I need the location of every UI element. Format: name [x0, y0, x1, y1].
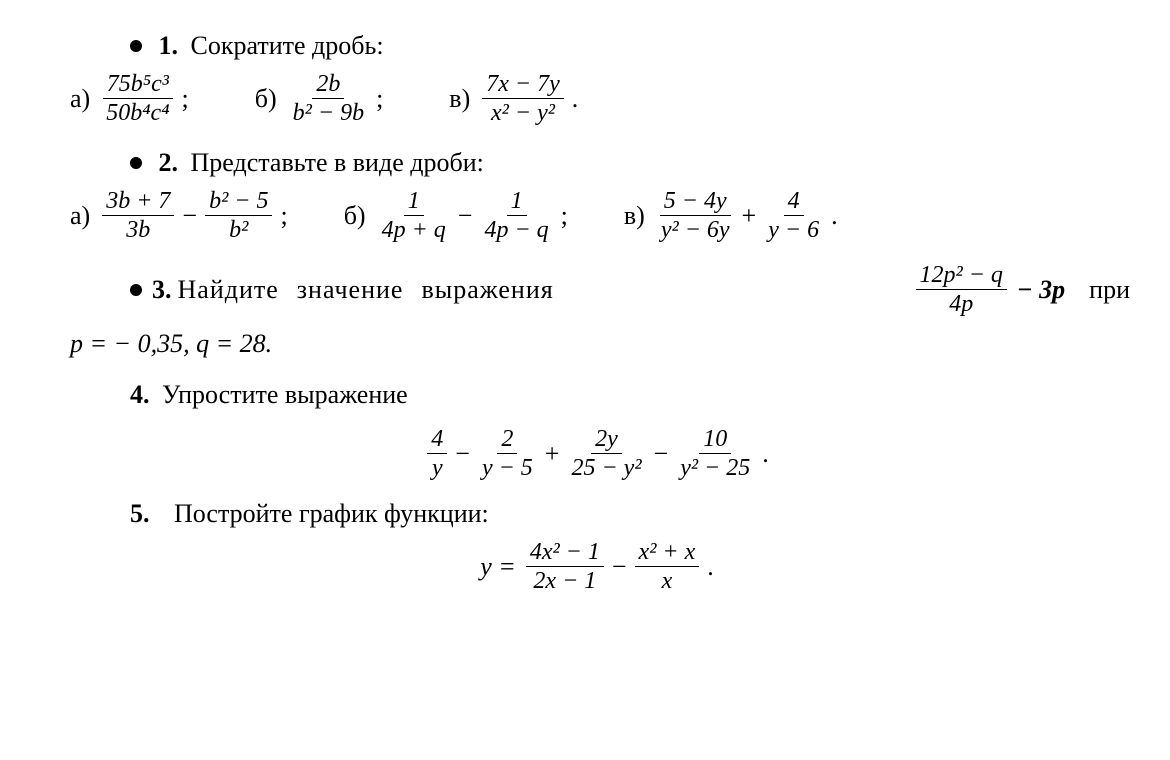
operator: + [545, 436, 560, 471]
problem-number: 5. [130, 499, 150, 528]
problem-4-heading: 4. Упростите выражение [130, 377, 1130, 412]
p1b: б) 2b b² − 9b ; [255, 71, 390, 127]
operator: − [654, 436, 669, 471]
p2b: б) 1 4p + q − 1 4p − q ; [344, 188, 574, 244]
tail-word: при [1089, 272, 1130, 307]
fraction: 1 4p − q [480, 188, 552, 244]
fraction: 7x − 7y x² − y² [482, 71, 564, 127]
tail: . [707, 549, 714, 584]
subpart-label: а) [70, 81, 90, 116]
subpart-label: в) [624, 198, 645, 233]
problem-title: Представьте в виде дроби: [191, 148, 484, 177]
fraction: b² − 5 b² [205, 188, 272, 244]
tail: . [572, 81, 579, 116]
subpart-label: в) [449, 81, 470, 116]
tail: ; [280, 198, 287, 233]
operator: + [742, 198, 757, 233]
operator: − [182, 198, 197, 233]
problem-3-condition: p = − 0,35, q = 28. [70, 326, 1130, 361]
problem-title: выражения [421, 272, 553, 307]
subpart-label: б) [255, 81, 277, 116]
p2a: а) 3b + 7 3b − b² − 5 b² ; [70, 188, 294, 244]
extra-term: − 3p [1017, 272, 1065, 307]
problem-3: 3. Найдите значение выражения 12p² − q 4… [130, 262, 1130, 318]
expression: 12p² − q 4p − 3p при [914, 262, 1130, 318]
tail: ; [561, 198, 568, 233]
problem-title: Найдите [178, 272, 279, 307]
p1c: в) 7x − 7y x² − y² . [449, 71, 584, 127]
p2c: в) 5 − 4y y² − 6y + 4 y − 6 . [624, 188, 844, 244]
fraction: 2 y − 5 [478, 426, 537, 482]
fraction: 2y 25 − y² [567, 426, 645, 482]
fraction: 12p² − q 4p [916, 262, 1007, 318]
tail: ; [182, 81, 189, 116]
fraction: 75b⁵c³ 50b⁴c⁴ [102, 71, 173, 127]
problem-2-subparts: а) 3b + 7 3b − b² − 5 b² ; б) 1 4p + q −… [70, 188, 1130, 244]
subpart-label: а) [70, 198, 90, 233]
problem-1-subparts: а) 75b⁵c³ 50b⁴c⁴ ; б) 2b b² − 9b ; в) 7x… [70, 71, 1130, 127]
fraction: 10 y² − 25 [676, 426, 754, 482]
fraction: 4x² − 1 2x − 1 [526, 539, 604, 595]
problem-title: значение [297, 272, 404, 307]
subpart-label: б) [344, 198, 366, 233]
fraction: 2b b² − 9b [289, 71, 368, 127]
problem-title: Постройте график функции: [174, 499, 489, 528]
tail: . [831, 198, 838, 233]
bullet-icon [130, 157, 142, 169]
problem-number: 4. [130, 380, 150, 409]
problem-number: 3. [152, 272, 172, 307]
problem-5-heading: 5. Постройте график функции: [130, 496, 1130, 531]
operator: − [612, 549, 627, 584]
page: 1. Сократите дробь: а) 75b⁵c³ 50b⁴c⁴ ; б… [0, 0, 1170, 628]
problem-5-expression: y = 4x² − 1 2x − 1 − x² + x x . [70, 539, 1130, 595]
p1a: а) 75b⁵c³ 50b⁴c⁴ ; [70, 71, 195, 127]
problem-1-heading: 1. Сократите дробь: [130, 28, 1130, 63]
tail: ; [376, 81, 383, 116]
lhs: y = [480, 549, 516, 584]
fraction: 3b + 7 3b [102, 188, 174, 244]
fraction: 4 y [427, 426, 447, 482]
bullet-icon [130, 40, 142, 52]
operator: − [458, 198, 473, 233]
problem-number: 1. [159, 31, 179, 60]
fraction: x² + x x [635, 539, 700, 595]
problem-title: Упростите выражение [162, 380, 408, 409]
problem-2-heading: 2. Представьте в виде дроби: [130, 145, 1130, 180]
problem-4-expression: 4 y − 2 y − 5 + 2y 25 − y² − 10 y² − 25 … [70, 420, 1130, 482]
fraction: 4 y − 6 [764, 188, 823, 244]
fraction: 1 4p + q [378, 188, 450, 244]
operator: − [455, 436, 470, 471]
problem-number: 2. [159, 148, 179, 177]
tail: . [762, 436, 769, 471]
bullet-icon [130, 284, 142, 296]
problem-title: Сократите дробь: [191, 31, 384, 60]
fraction: 5 − 4y y² − 6y [657, 188, 734, 244]
